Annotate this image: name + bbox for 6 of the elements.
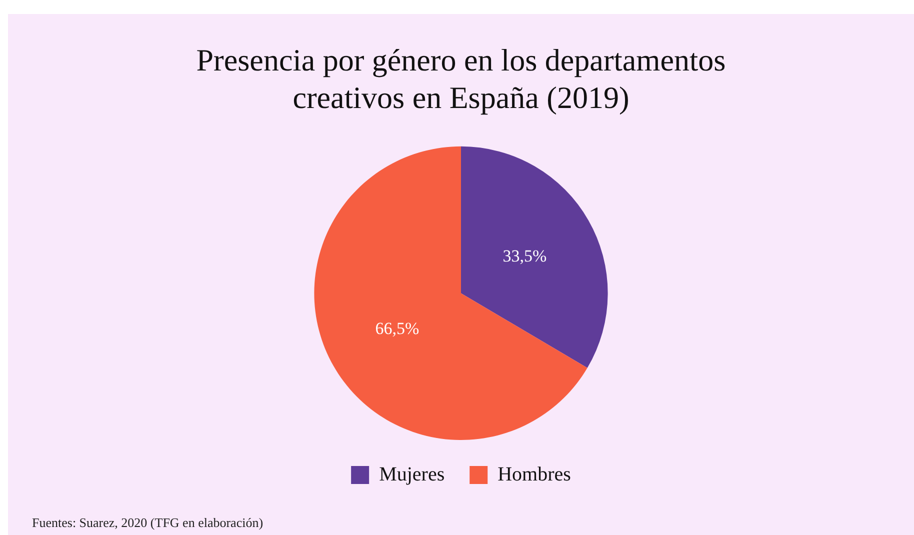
- data-label: 33,5%: [502, 246, 547, 266]
- legend-label: Mujeres: [379, 463, 445, 486]
- data-label: 66,5%: [375, 319, 420, 338]
- source-note: Fuentes: Suarez, 2020 (TFG en elaboración): [32, 515, 264, 530]
- legend-label: Hombres: [498, 463, 572, 486]
- chart-title: Presencia por género en los departamentos creativos en España (2019): [196, 42, 726, 115]
